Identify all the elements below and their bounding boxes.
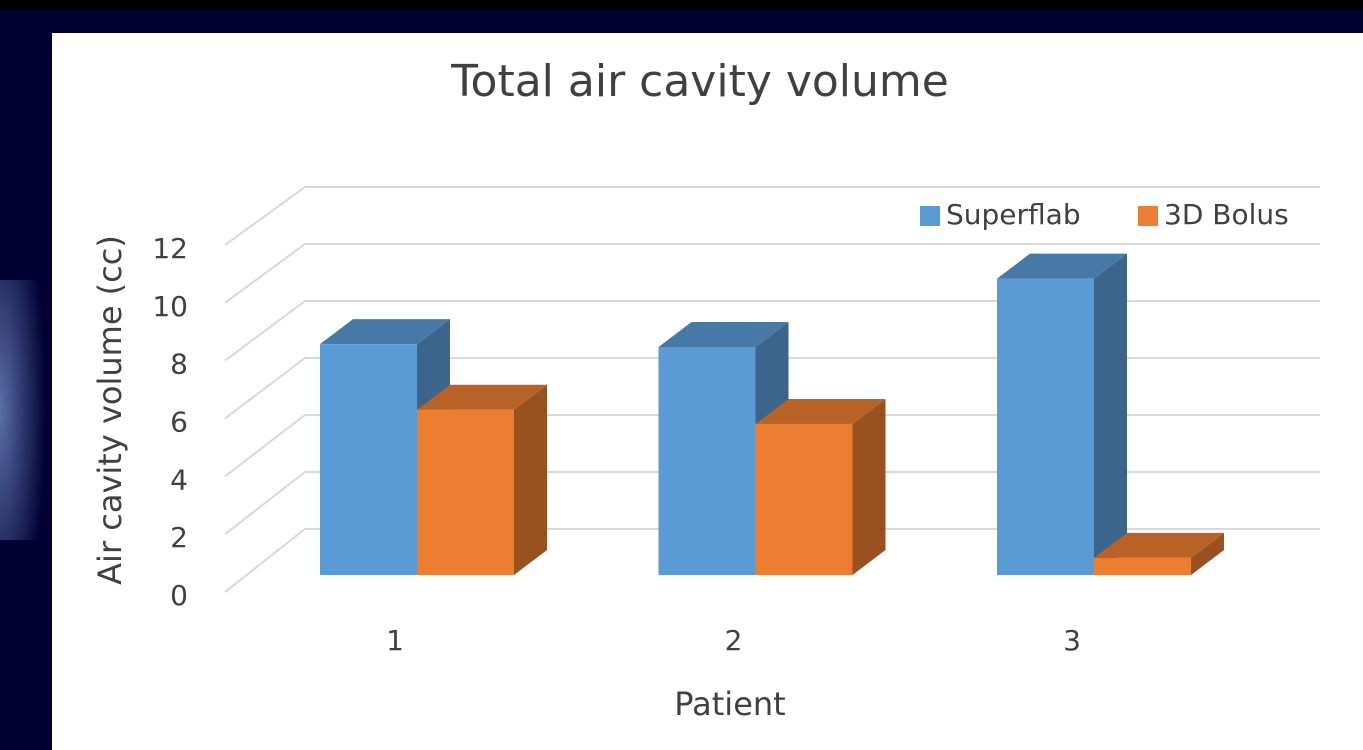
legend-swatch [920,206,940,226]
grid-line [224,357,1320,420]
top-band [0,0,1363,10]
bar [997,278,1094,575]
bar-top [755,398,886,424]
grid-line [224,528,1320,593]
plot [224,186,1320,593]
y-tick-label: 10 [152,290,188,323]
bar [417,409,514,575]
y-tick-label: 0 [170,579,188,612]
y-tick-label: 2 [170,521,188,554]
bar [755,423,853,575]
grid-line [224,414,1320,478]
x-tick-label: 2 [725,624,743,657]
bar-top [320,319,450,345]
background-glow [0,280,52,540]
x-axis-title: Patient [674,685,785,723]
legend-label: 3D Bolus [1164,198,1289,231]
bar-side [1191,532,1224,575]
bar-side [1094,253,1127,575]
bar-top [997,253,1127,279]
y-tick-label: 6 [170,406,188,439]
bar [658,347,756,575]
bar-side [852,398,886,575]
chart-title: Total air cavity volume [450,56,949,107]
grid-line [224,471,1320,535]
y-tick-label: 12 [152,232,188,265]
bar-top [417,384,547,410]
y-tick-label: 8 [170,348,188,381]
y-axis-title: Air cavity volume (cc) [91,235,129,585]
bar-top [1094,532,1224,558]
bar [1094,557,1191,575]
bar-top [658,322,789,347]
y-tick-label: 4 [170,463,188,496]
grid-line [224,243,1320,304]
grid-line [224,186,1320,246]
bar [320,344,417,575]
grid-line [224,300,1320,362]
x-tick-label: 1 [386,624,404,657]
legend-label: Superflab [946,198,1081,231]
bar-side [514,384,547,575]
x-tick-label: 3 [1063,624,1081,657]
legend-swatch [1138,206,1158,226]
